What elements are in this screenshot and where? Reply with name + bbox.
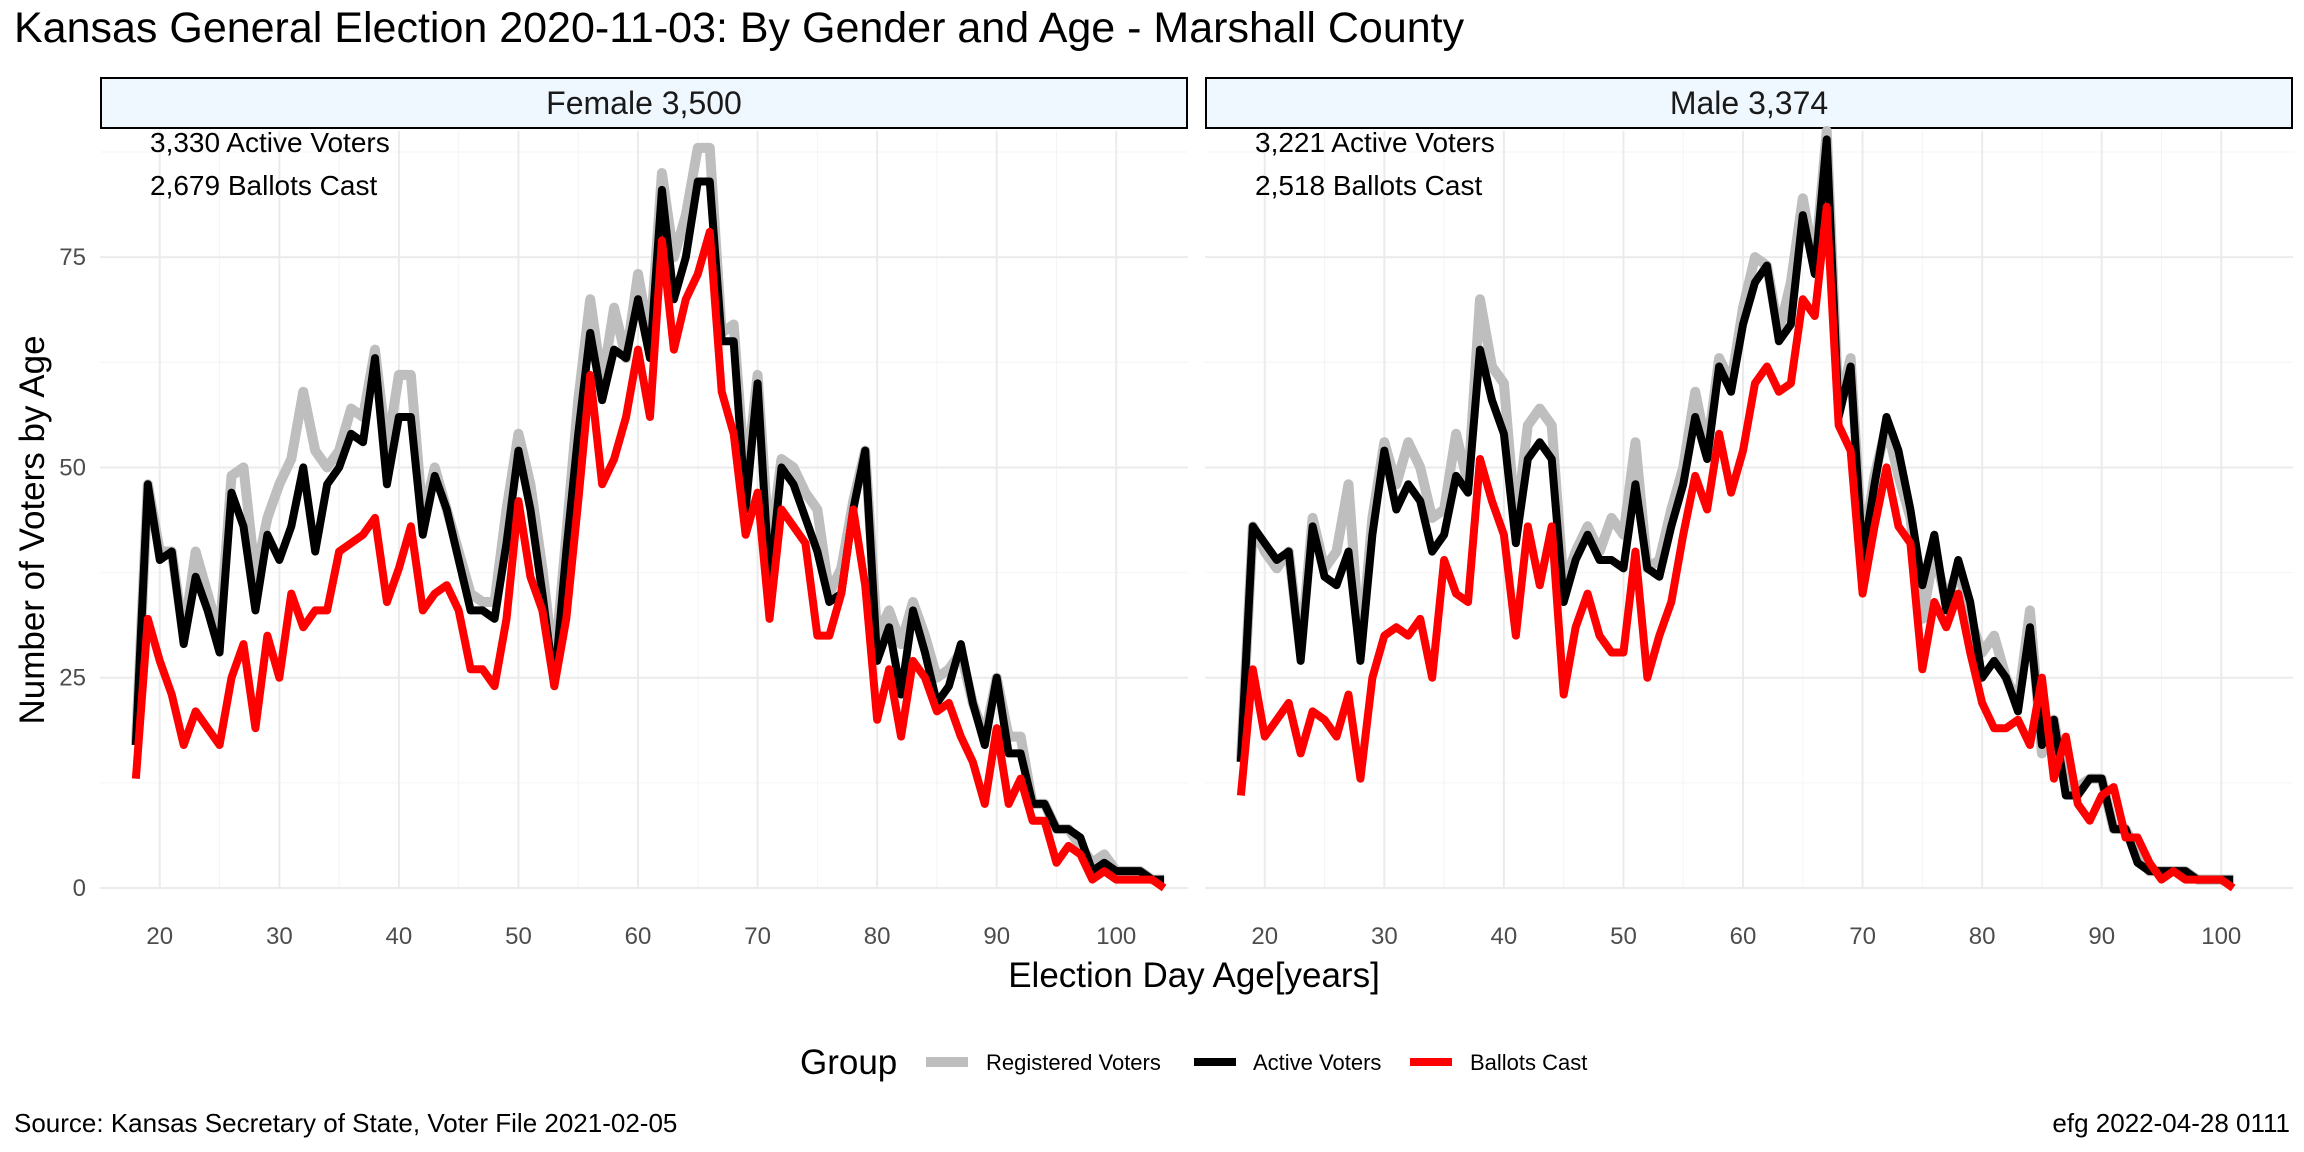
- y-tick-label: 75: [59, 244, 86, 271]
- x-tick-label: 50: [505, 923, 532, 950]
- x-tick-label: 40: [1491, 923, 1518, 950]
- chart-title: Kansas General Election 2020-11-03: By G…: [14, 4, 1465, 52]
- x-tick-label: 30: [1371, 923, 1398, 950]
- facet-strip-label: Female 3,500: [546, 85, 742, 121]
- facet-strip-female: [100, 77, 1188, 129]
- x-tick-label: 100: [1096, 923, 1136, 950]
- y-tick-label: 0: [73, 875, 86, 902]
- legend: Group Registered Voters Active Voters Ballo…: [800, 1043, 1587, 1082]
- panel-annotation: 2,518 Ballots Cast: [1255, 170, 1482, 201]
- panel-female: 20 30 40 50 60 70 80 90 100 0 25 50 75 Female 3,500 3,…: [59, 77, 1188, 950]
- y-axis-title: Number of Voters by Age: [13, 335, 52, 724]
- source-caption: Source: Kansas Secretary of State, Voter…: [14, 1108, 678, 1138]
- y-tick-label: 25: [59, 665, 86, 692]
- panel-annotation: 3,221 Active Voters: [1255, 127, 1495, 158]
- series-line-registered-voters: [1235, 126, 2234, 885]
- x-tick-label: 100: [2201, 923, 2241, 950]
- series-line-active-voters: [1236, 135, 2234, 884]
- x-tick-label: 50: [1610, 923, 1637, 950]
- facet-strip-label: Male 3,374: [1670, 85, 1828, 121]
- x-tick-label: 90: [2088, 923, 2115, 950]
- x-tick-label: 70: [744, 923, 771, 950]
- facet-panels: 20 30 40 50 60 70 80 90 100 0 25 50 75 Female 3,500 3,…: [59, 77, 2293, 950]
- x-tick-label: 40: [386, 923, 413, 950]
- x-tick-label: 60: [1730, 923, 1757, 950]
- x-tick-label: 80: [1969, 923, 1996, 950]
- x-tick-label: 70: [1849, 923, 1876, 950]
- x-tick-label: 30: [266, 923, 293, 950]
- panel-annotation: 3,330 Active Voters: [150, 127, 390, 158]
- x-tick-label: 20: [146, 923, 173, 950]
- x-tick-label: 90: [983, 923, 1010, 950]
- legend-label-active-voters: Active Voters: [1253, 1050, 1381, 1075]
- x-tick-label: 60: [625, 923, 652, 950]
- series-line-ballots-cast: [1236, 202, 2236, 892]
- x-tick-label: 20: [1251, 923, 1278, 950]
- series-line-ballots-cast: [131, 227, 1167, 892]
- timestamp-caption: efg 2022-04-28 0111: [2052, 1108, 2290, 1138]
- panel-male: 20 30 40 50 60 70 80 90 100 Male 3,374 3,221 Activ…: [1205, 77, 2293, 950]
- legend-label-ballots-cast: Ballots Cast: [1470, 1050, 1587, 1075]
- y-tick-label: 50: [59, 454, 86, 481]
- legend-label-registered-voters: Registered Voters: [986, 1050, 1161, 1075]
- panel-annotation: 2,679 Ballots Cast: [150, 170, 377, 201]
- legend-title: Group: [800, 1043, 897, 1082]
- x-tick-label: 80: [864, 923, 891, 950]
- x-axis-title: Election Day Age[years]: [1008, 956, 1380, 995]
- facet-strip-male: [1205, 77, 2293, 129]
